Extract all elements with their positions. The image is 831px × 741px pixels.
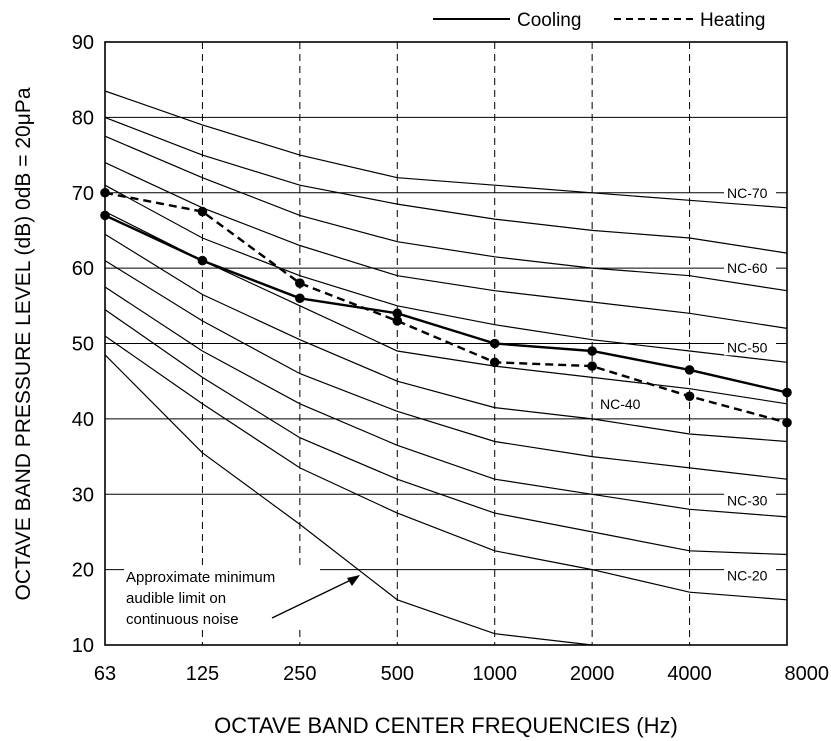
x-tick-500: 500	[381, 663, 414, 685]
nc-curves	[104, 90, 788, 646]
x-tick-2000: 2000	[570, 663, 615, 685]
x-tick-63: 63	[94, 663, 116, 685]
point-cooling-125	[197, 255, 208, 266]
point-heating-125	[197, 206, 208, 217]
y-axis-label: OCTAVE BAND PRESSURE LEVEL (dB) 0dB = 20…	[12, 87, 35, 600]
data-series	[100, 187, 792, 428]
annotation-arrow-line	[271, 577, 356, 619]
point-heating-2000	[587, 361, 597, 371]
nc-curve-labels: NC-70 NC-60 NC-50 NC-40 NC-30 NC-20	[597, 182, 776, 584]
point-cooling-500	[392, 308, 403, 319]
legend-cooling-label: Cooling	[517, 10, 581, 31]
x-tick-250: 250	[283, 663, 316, 685]
annotation-arrowhead	[347, 575, 360, 586]
nc-curve-11	[104, 335, 788, 601]
nc-curve-8	[104, 260, 788, 480]
plot-frame	[104, 41, 788, 646]
annotation-line-1: Approximate minimum	[126, 569, 275, 586]
nc-label-nc-50: NC-50	[727, 339, 768, 355]
annotation-line-2: audible limit on	[126, 590, 226, 607]
nc-curve-12	[104, 354, 593, 646]
y-tick-10: 10	[72, 635, 94, 657]
nc-curve-1	[104, 90, 788, 209]
nc-label-bg-nc-60	[724, 258, 776, 277]
y-tick-90: 90	[72, 32, 94, 54]
point-heating-500	[392, 316, 403, 326]
nc-label-nc-70: NC-70	[727, 185, 768, 201]
nc-curve-4	[104, 162, 788, 329]
point-heating-1000	[489, 357, 500, 368]
x-tick-1000: 1000	[472, 663, 517, 685]
nc-curve-5	[104, 184, 788, 363]
nc-label-bg-nc-30	[724, 490, 776, 509]
nc-label-nc-40: NC-40	[600, 396, 641, 412]
nc-curve-10	[104, 309, 788, 556]
nc-curve-7	[104, 233, 788, 443]
y-tick-60: 60	[72, 258, 94, 280]
horizontal-grid	[105, 116, 787, 571]
point-cooling-2000	[587, 346, 597, 356]
nc-label-nc-20: NC-20	[727, 568, 768, 584]
series-line-heating	[104, 191, 788, 424]
x-tick-labels: 63 125 250 500 1000 2000 4000 8000	[94, 663, 829, 685]
x-tick-8000: 8000	[785, 663, 830, 685]
nc-label-nc-60: NC-60	[727, 260, 768, 276]
nc-label-bg-nc-70	[724, 182, 776, 201]
annotation-box	[124, 566, 320, 630]
y-tick-80: 80	[72, 107, 94, 129]
nc-label-nc-30: NC-30	[727, 492, 768, 508]
point-cooling-4000	[684, 365, 695, 375]
y-tick-70: 70	[72, 183, 94, 205]
nc-curve-2	[104, 116, 788, 254]
point-heating-4000	[684, 391, 695, 402]
y-tick-labels: 10 20 30 40 50 60 70 80 90	[72, 32, 94, 657]
y-tick-20: 20	[72, 560, 94, 582]
annotation-line-3: continuous noise	[126, 611, 239, 628]
y-tick-50: 50	[72, 334, 94, 356]
series-line-cooling	[104, 214, 788, 394]
annotation: Approximate minimum audible limit on con…	[124, 566, 360, 630]
legend-heating-label: Heating	[700, 10, 766, 31]
nc-label-bg-nc-20	[724, 565, 776, 584]
y-tick-30: 30	[72, 484, 94, 506]
x-axis-label: OCTAVE BAND CENTER FREQUENCIES (Hz)	[214, 713, 678, 738]
y-tick-40: 40	[72, 409, 94, 431]
point-cooling-1000	[489, 338, 500, 349]
x-tick-4000: 4000	[667, 663, 712, 685]
point-cooling-250	[295, 293, 305, 304]
legend: Cooling Heating	[433, 10, 766, 31]
nc-curve-3	[104, 135, 788, 292]
nc-label-bg-nc-40	[597, 393, 649, 412]
nc-label-bg-nc-50	[724, 337, 776, 356]
nc-curve-9	[104, 286, 788, 518]
point-heating-250	[295, 278, 305, 289]
x-tick-125: 125	[186, 663, 219, 685]
